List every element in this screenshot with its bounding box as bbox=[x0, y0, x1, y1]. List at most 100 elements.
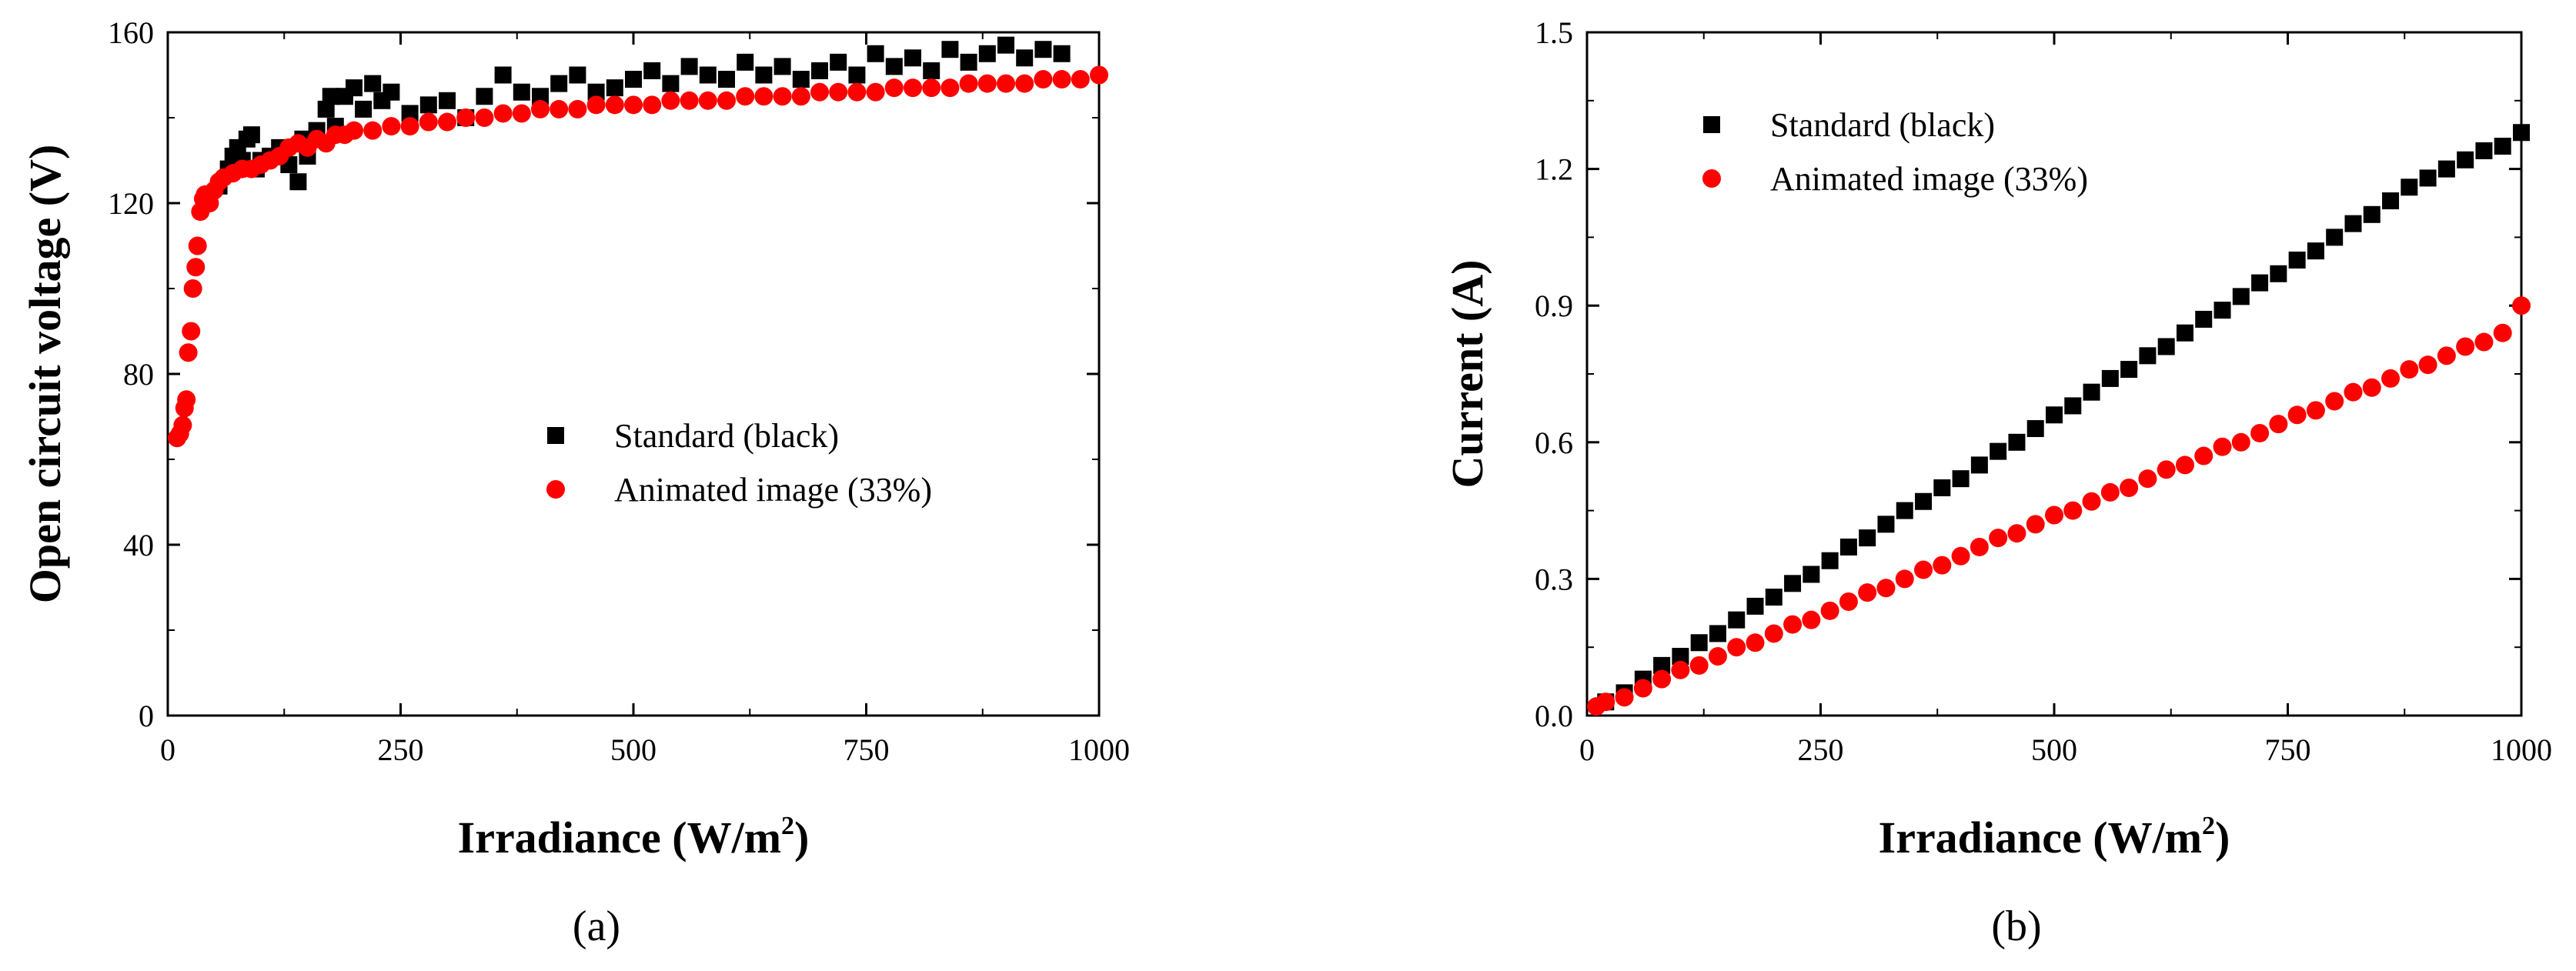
data-point-square bbox=[1765, 589, 1782, 606]
data-point-square bbox=[755, 66, 773, 84]
data-point-square bbox=[2195, 310, 2213, 328]
data-point-square bbox=[1896, 502, 1913, 519]
data-point-circle bbox=[173, 415, 192, 435]
data-point-circle bbox=[1858, 583, 1877, 602]
data-point-square bbox=[2307, 242, 2324, 260]
data-point-circle bbox=[810, 82, 829, 102]
data-point-circle bbox=[2456, 337, 2475, 356]
data-point-square bbox=[355, 100, 373, 118]
data-point-circle bbox=[2306, 401, 2325, 420]
data-point-circle bbox=[2250, 423, 2270, 442]
series-standard bbox=[1597, 124, 2530, 711]
data-point-square bbox=[1034, 41, 1052, 58]
data-point-circle bbox=[1876, 579, 1896, 598]
legend-marker-circle bbox=[1702, 169, 1721, 188]
data-point-circle bbox=[2287, 405, 2307, 425]
data-point-circle bbox=[382, 117, 401, 136]
data-point-circle bbox=[456, 108, 476, 127]
data-point-circle bbox=[2493, 323, 2512, 342]
data-point-square bbox=[1672, 648, 1689, 666]
data-point-square bbox=[550, 75, 568, 92]
data-point-square bbox=[1859, 529, 1876, 547]
x-tick-label: 500 bbox=[2031, 732, 2077, 767]
data-point-circle bbox=[1652, 669, 1672, 689]
data-point-square bbox=[401, 105, 419, 122]
data-point-circle bbox=[1820, 601, 1839, 620]
x-tick-label: 750 bbox=[2265, 732, 2311, 767]
data-point-circle bbox=[1633, 679, 1652, 698]
data-point-square bbox=[346, 79, 363, 97]
data-point-square bbox=[2401, 179, 2418, 196]
legend: Standard (black) Animated image (33%) bbox=[546, 417, 932, 509]
data-point-square bbox=[2382, 192, 2400, 210]
data-point-circle bbox=[2100, 482, 2120, 502]
data-point-circle bbox=[624, 95, 643, 115]
data-point-square bbox=[476, 88, 493, 105]
data-point-circle bbox=[977, 74, 997, 93]
data-point-square bbox=[1803, 566, 1820, 583]
series-animated bbox=[1587, 296, 2531, 716]
data-point-square bbox=[830, 53, 847, 71]
data-point-circle bbox=[1764, 624, 1783, 643]
data-point-square bbox=[1839, 538, 1857, 556]
data-point-square bbox=[1990, 442, 2007, 460]
data-point-square bbox=[242, 126, 260, 144]
data-point-circle bbox=[680, 91, 699, 110]
data-point-square bbox=[2437, 160, 2455, 178]
data-point-square bbox=[1877, 516, 1895, 533]
data-point-circle bbox=[419, 112, 438, 132]
y-axis-title: Open circuit voltage (V) bbox=[20, 145, 70, 604]
data-point-circle bbox=[1746, 633, 1765, 652]
data-point-square bbox=[606, 79, 623, 97]
data-point-circle bbox=[183, 279, 202, 298]
data-point-circle bbox=[847, 82, 867, 102]
data-point-circle bbox=[2325, 392, 2344, 411]
data-point-square bbox=[904, 49, 921, 67]
data-point-circle bbox=[754, 87, 773, 106]
data-point-circle bbox=[512, 104, 531, 123]
x-axis-title: Irradiance (W/m2) bbox=[458, 812, 810, 863]
x-tick-label: 1000 bbox=[2491, 732, 2552, 767]
data-point-square bbox=[699, 66, 717, 84]
chart-panel-a: 0 250 500 750 1000 0 40 80 120 160 Standard (black… bbox=[20, 15, 1130, 950]
data-point-square bbox=[383, 83, 400, 101]
data-point-square bbox=[1970, 456, 1988, 474]
x-axis-title-main: Irradiance (W/m bbox=[458, 813, 781, 863]
data-point-square bbox=[2026, 420, 2044, 438]
data-point-square bbox=[2139, 347, 2157, 365]
data-point-circle bbox=[2231, 432, 2250, 452]
plot-frame bbox=[1585, 31, 2523, 717]
data-point-square bbox=[2157, 338, 2175, 355]
x-axis-title-close: ) bbox=[794, 813, 809, 863]
data-point-square bbox=[923, 62, 941, 79]
y-tick-label: 160 bbox=[108, 15, 154, 50]
data-point-circle bbox=[586, 95, 606, 115]
data-point-square bbox=[439, 92, 456, 109]
data-point-square bbox=[322, 88, 339, 105]
data-point-square bbox=[867, 45, 884, 62]
data-point-circle bbox=[1895, 569, 1914, 589]
data-point-square bbox=[2475, 142, 2493, 159]
legend: Standard (black) Animated image (33%) bbox=[1702, 106, 2088, 198]
data-point-circle bbox=[363, 121, 383, 140]
legend-label: Animated image (33%) bbox=[1770, 160, 2088, 198]
data-point-square bbox=[2232, 288, 2250, 305]
data-point-square bbox=[680, 58, 698, 75]
y-tick-label: 0.0 bbox=[1535, 699, 1573, 733]
data-point-square bbox=[1746, 597, 1764, 615]
data-point-square bbox=[2363, 205, 2381, 223]
data-point-circle bbox=[1951, 546, 1970, 566]
x-tick-label: 750 bbox=[844, 732, 890, 767]
y-tick-label: 0 bbox=[139, 699, 154, 733]
data-point-square bbox=[2120, 361, 2138, 379]
data-point-circle bbox=[1933, 556, 1952, 575]
data-point-square bbox=[885, 58, 903, 75]
data-point-circle bbox=[182, 322, 201, 341]
data-point-circle bbox=[941, 78, 960, 98]
data-point-square bbox=[2288, 252, 2306, 269]
y-tick-label: 0.3 bbox=[1535, 562, 1573, 596]
data-point-square bbox=[811, 62, 828, 79]
data-point-square bbox=[2270, 265, 2287, 282]
x-axis-title-close: ) bbox=[2215, 813, 2230, 863]
chart-panel-b: 0 250 500 750 1000 0.0 0.3 0.6 0.9 1.2 1.5 Standard… bbox=[1442, 15, 2552, 950]
